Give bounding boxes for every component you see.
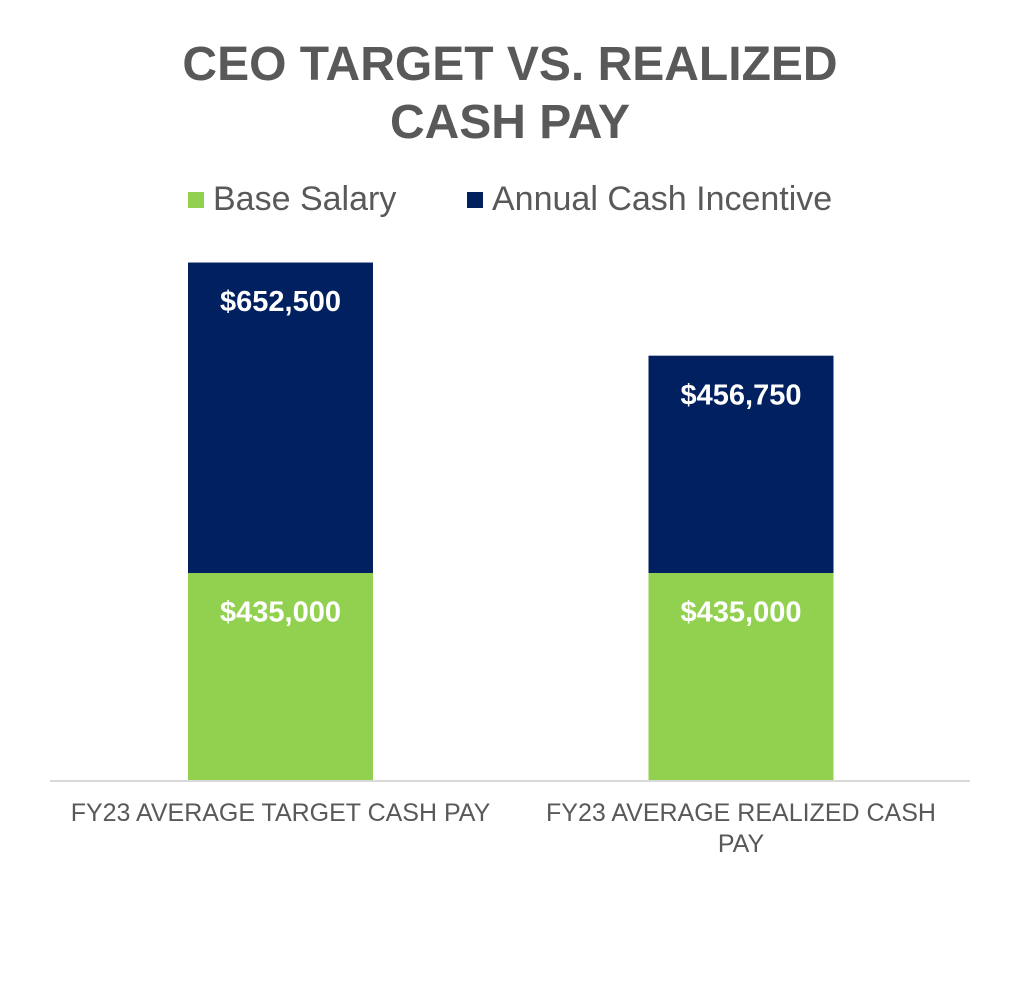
bar-segment bbox=[188, 573, 373, 780]
bar-segment bbox=[648, 355, 834, 574]
x-tick-label: FY23 AVERAGE REALIZED CASH PAY bbox=[546, 799, 936, 858]
legend-swatch bbox=[467, 192, 483, 208]
data-label: $435,000 bbox=[220, 597, 341, 629]
legend-swatch bbox=[188, 192, 204, 208]
data-label: $435,000 bbox=[681, 597, 802, 629]
legend-label: Base Salary bbox=[213, 180, 396, 218]
chart-title: CEO TARGET VS. REALIZED CASH PAY bbox=[182, 38, 838, 149]
legend-label: Annual Cash Incentive bbox=[492, 180, 832, 218]
data-label: $456,750 bbox=[681, 379, 802, 411]
bar-segment bbox=[648, 573, 834, 780]
data-label: $652,500 bbox=[220, 286, 341, 318]
x-tick-label: FY23 AVERAGE TARGET CASH PAY bbox=[70, 799, 491, 827]
bar-segment bbox=[188, 262, 373, 574]
